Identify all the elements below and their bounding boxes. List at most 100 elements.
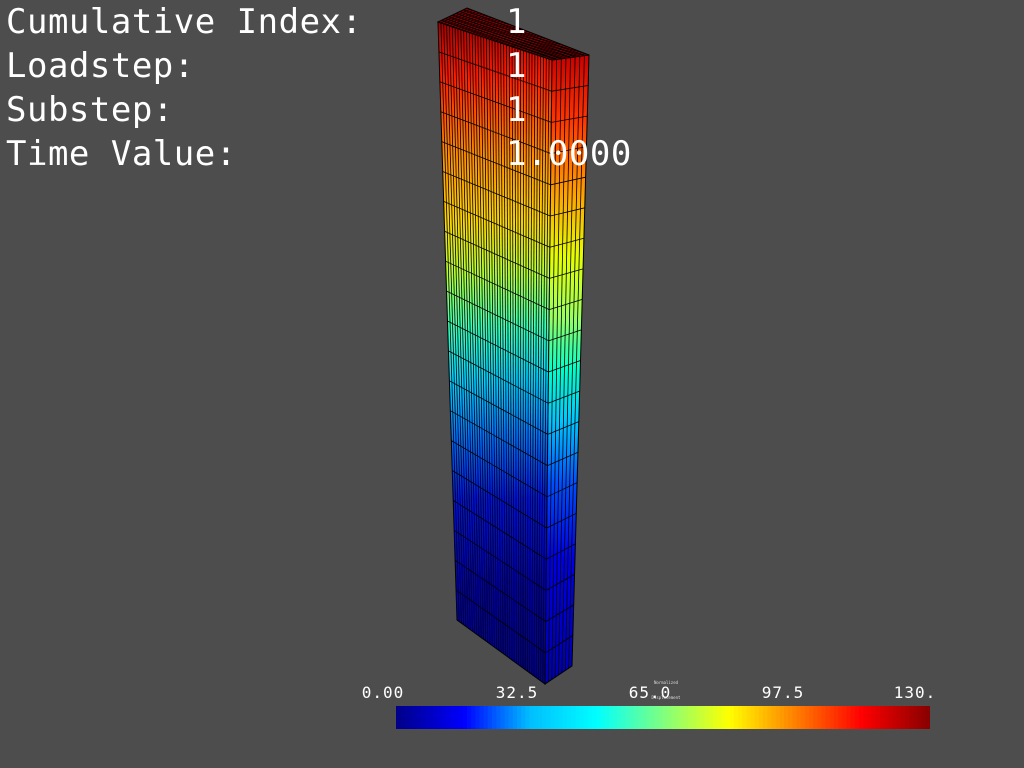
mesh-line: [463, 9, 585, 56]
cumulative-index-value: 1: [506, 2, 527, 42]
colorbar-band: [458, 706, 464, 729]
colorbar-band: [583, 706, 589, 729]
colorbar-band: [771, 706, 777, 729]
colorbar-band: [817, 706, 823, 729]
mesh-line: [533, 55, 539, 677]
mesh-line: [445, 18, 562, 60]
colorbar-band: [617, 706, 622, 729]
colorbar-band: [433, 706, 439, 729]
mesh-line: [548, 59, 557, 682]
colorbar-band: [592, 706, 597, 729]
colorbar-band: [537, 706, 543, 729]
colorbar-band: [854, 706, 860, 729]
mesh-line: [535, 56, 541, 678]
colorbar-band: [425, 706, 430, 729]
colorbar-band: [683, 706, 689, 729]
mesh-line: [463, 30, 478, 635]
colorbar-band: [875, 706, 881, 729]
colorbar-band: [692, 706, 697, 729]
mesh-line: [451, 26, 469, 629]
colorbar-band: [441, 706, 447, 729]
colorbar-band: [612, 706, 618, 729]
colorbar-band: [567, 706, 572, 729]
colorbar-band: [450, 706, 455, 729]
colorbar-band: [525, 706, 531, 729]
colorbar-band: [516, 706, 522, 729]
colorbar-band: [475, 706, 481, 729]
colorbar-band: [813, 706, 818, 729]
colorbar-band: [621, 706, 627, 729]
colorbar-band: [521, 706, 526, 729]
colorbar-band: [596, 706, 602, 729]
colorbar-band: [708, 706, 714, 729]
colorbar-band: [800, 706, 806, 729]
colorbar-band: [763, 706, 768, 729]
colorbar-band: [892, 706, 898, 729]
colorbar-band: [788, 706, 793, 729]
mesh-line: [514, 47, 517, 664]
colorbar-band: [412, 706, 418, 729]
colorbar: [396, 706, 930, 729]
colorbar-band: [921, 706, 927, 729]
mesh-line: [452, 14, 571, 58]
colorbar-band: [846, 706, 852, 729]
colorbar-band: [533, 706, 539, 729]
colorbar-band: [871, 706, 877, 729]
cumulative-index-label: Cumulative Index:: [6, 2, 363, 42]
colorbar-band: [471, 706, 476, 729]
substep-value: 1: [506, 90, 527, 130]
colorbar-band: [675, 706, 681, 729]
colorbar-band: [838, 706, 843, 729]
colorbar-band: [663, 706, 668, 729]
colorbar-band: [829, 706, 835, 729]
colorbar-band: [779, 706, 785, 729]
colorbar-band: [396, 706, 401, 729]
colorbar-band: [404, 706, 410, 729]
colorbar-band: [571, 706, 576, 729]
colorbar-band: [758, 706, 764, 729]
colorbar-band: [721, 706, 727, 729]
mesh-line: [517, 48, 519, 665]
colorbar-band: [562, 706, 568, 729]
substep-label: Substep:: [6, 90, 174, 130]
mesh-line: [454, 27, 471, 630]
colorbar-band: [629, 706, 635, 729]
colorbar-band: [863, 706, 869, 729]
colorbar-band: [792, 706, 798, 729]
mesh-line: [540, 58, 547, 681]
mesh-line: [542, 58, 550, 683]
colorbar-band: [575, 706, 581, 729]
mesh-line: [486, 38, 495, 648]
mesh-line: [457, 28, 473, 632]
colorbar-band: [688, 706, 693, 729]
colorbar-band: [850, 706, 856, 729]
colorbar-band: [429, 706, 435, 729]
mesh-line: [466, 31, 480, 637]
colorbar-title: Normalized Displacement: [652, 670, 681, 710]
mesh-line: [443, 23, 462, 624]
colorbar-band: [834, 706, 839, 729]
colorbar-band: [654, 706, 660, 729]
colorbar-band: [483, 706, 489, 729]
colorbar-band: [671, 706, 677, 729]
mesh-line: [474, 34, 486, 641]
colorbar-band: [783, 706, 789, 729]
mesh-line: [511, 46, 515, 662]
colorbar-band: [554, 706, 560, 729]
colorbar-band: [667, 706, 672, 729]
colorbar-band: [437, 706, 443, 729]
colorbar-band: [658, 706, 664, 729]
colorbar-band: [462, 706, 468, 729]
colorbar-band: [491, 706, 497, 729]
colorbar-band: [604, 706, 610, 729]
mesh-line: [441, 19, 557, 60]
colorbar-tick-label: 130.: [893, 683, 937, 702]
colorbar-band: [746, 706, 752, 729]
colorbar-band: [913, 706, 919, 729]
colorbar-band: [742, 706, 748, 729]
colorbar-band: [767, 706, 773, 729]
colorbar-band: [512, 706, 518, 729]
colorbar-band: [696, 706, 702, 729]
mesh-line: [497, 41, 504, 654]
